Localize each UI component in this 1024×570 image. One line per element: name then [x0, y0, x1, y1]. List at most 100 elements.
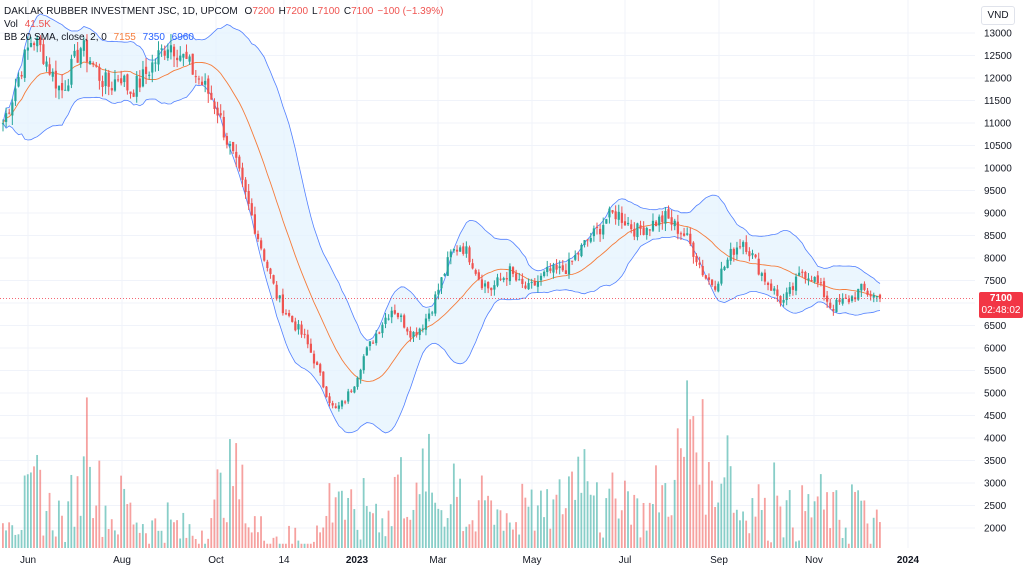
candle-body: [141, 69, 145, 87]
candle-body: [26, 47, 29, 51]
candle-body: [449, 251, 452, 258]
candle-body: [291, 315, 294, 322]
volume-bar: [574, 499, 577, 548]
volume-bar: [664, 483, 667, 548]
volume-bar: [844, 527, 847, 548]
candle-body: [773, 288, 776, 291]
candle-body: [499, 278, 502, 280]
candle-body: [446, 257, 449, 276]
volume-bar: [141, 524, 144, 548]
volume-bar: [782, 537, 785, 548]
candle-body: [210, 92, 213, 100]
candle-body: [347, 391, 350, 402]
volume-bar: [334, 497, 337, 548]
candle-body: [225, 136, 229, 145]
candle-body: [605, 219, 608, 224]
candle-body: [502, 278, 505, 281]
volume-bar: [169, 519, 172, 548]
volume-bar: [742, 511, 744, 548]
candle-body: [508, 266, 512, 282]
volume-bar: [238, 499, 241, 548]
candle-body: [116, 79, 120, 81]
volume-bar: [85, 397, 88, 548]
volume-bar: [173, 522, 175, 548]
candle-body: [801, 271, 804, 273]
candle-body: [256, 233, 260, 240]
candle-body: [717, 283, 720, 292]
volume-bar: [160, 530, 163, 548]
volume-bar: [135, 522, 138, 548]
candle-body: [670, 217, 673, 225]
candle-body: [651, 220, 655, 231]
volume-bar: [45, 510, 48, 548]
last-price-value: 7100: [989, 293, 1013, 304]
candle-body: [1, 123, 5, 125]
candle-body: [745, 242, 748, 252]
volume-bar: [222, 517, 225, 548]
volume-bar: [191, 535, 194, 548]
candle-body: [440, 277, 443, 289]
volume-bar: [512, 529, 514, 548]
candle-body: [79, 48, 82, 65]
high-label: H: [278, 6, 286, 17]
candle-body: [375, 333, 378, 344]
candle-body: [714, 286, 717, 290]
volume-bar: [244, 523, 247, 548]
volume-bar: [807, 494, 810, 548]
candle-body: [847, 298, 851, 303]
volume-bar: [117, 534, 119, 548]
y-tick-label: 7500: [984, 276, 1007, 287]
volume-bar: [396, 474, 399, 548]
candle-body: [813, 276, 816, 282]
high-value: 7200: [285, 6, 309, 17]
candle-body: [427, 313, 431, 319]
volume-bar: [82, 456, 85, 548]
volume-bar: [235, 443, 238, 548]
volume-bar: [288, 525, 290, 548]
volume-bar: [356, 529, 359, 548]
volume-bar: [362, 478, 365, 548]
volume-bar: [428, 433, 430, 548]
candle-body: [505, 278, 508, 280]
candle-body: [272, 275, 275, 284]
candle-body: [595, 226, 599, 228]
volume-bar: [459, 478, 461, 548]
candle-body: [85, 39, 89, 62]
volume-bar: [434, 502, 437, 548]
candle-body: [639, 225, 642, 229]
candle-body: [679, 233, 683, 235]
volume-bar: [353, 509, 356, 548]
candle-body: [396, 312, 400, 318]
volume-bar: [163, 542, 166, 548]
volume-value: 41.5K: [24, 19, 51, 30]
currency-button[interactable]: VND: [981, 6, 1015, 25]
volume-bar: [499, 510, 502, 548]
candle-body: [284, 313, 288, 315]
volume-bar: [795, 541, 797, 548]
x-tick-label: Oct: [208, 555, 224, 566]
y-tick-label: 6000: [984, 344, 1007, 355]
volume-bar: [449, 504, 452, 548]
y-tick-label: 5500: [984, 366, 1007, 377]
candle-body: [623, 221, 627, 226]
volume-bar: [229, 439, 231, 548]
close-value: 7100: [351, 6, 374, 17]
candle-body: [729, 248, 732, 261]
candle-body: [51, 71, 54, 77]
volume-bar: [857, 490, 860, 548]
candle-body: [614, 211, 617, 220]
candle-body: [113, 79, 117, 91]
volume-bar: [614, 498, 617, 548]
candle-body: [381, 324, 384, 334]
volume-bar: [791, 527, 794, 548]
candle-body: [682, 233, 686, 236]
volume-bar: [197, 543, 200, 548]
candle-body: [704, 275, 707, 279]
candle-body: [546, 267, 549, 273]
candle-body: [365, 347, 368, 356]
volume-bar: [98, 460, 101, 548]
volume-bar: [138, 532, 141, 548]
candle-body: [511, 267, 515, 274]
bb-legend: BB 20 SMA, close, 2, 0 7155 7350 6960: [4, 31, 198, 44]
